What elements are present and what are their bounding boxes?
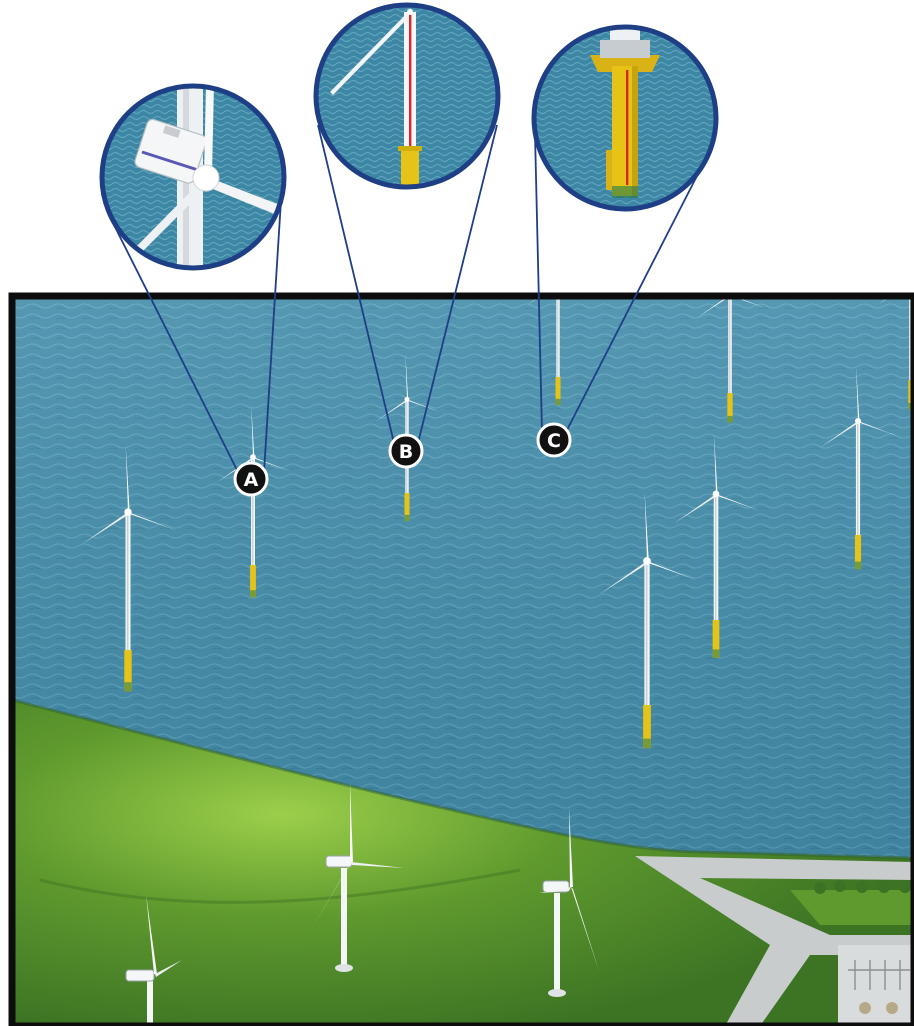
- magnifier-callout-b: [313, 2, 501, 190]
- marker-c-label: C: [547, 430, 561, 452]
- scene-frame: [8, 292, 914, 1026]
- marker-a: A: [233, 461, 269, 497]
- marker-b-label: B: [399, 441, 413, 463]
- wind-turbine-icon: [312, 783, 404, 972]
- substation-area: [635, 856, 914, 1026]
- callout-leader-lines: [112, 124, 701, 473]
- wind-turbine-icon: [125, 894, 182, 1026]
- power-cable: [409, 14, 412, 149]
- main-scene: [12, 296, 914, 1026]
- onshore-turbines: [125, 783, 599, 1026]
- marker-badge-icon: [388, 433, 424, 469]
- coastline-land: [12, 700, 914, 1026]
- marker-a-label: A: [244, 469, 259, 491]
- magnifier-callout-a: [99, 83, 287, 271]
- marker-badge-icon: [536, 422, 572, 458]
- magnifier-callout-c: [531, 24, 719, 212]
- marker-b: B: [388, 433, 424, 469]
- wind-turbine-icon: [539, 807, 599, 997]
- marker-badge-icon: [233, 461, 269, 497]
- marker-c: C: [536, 422, 572, 458]
